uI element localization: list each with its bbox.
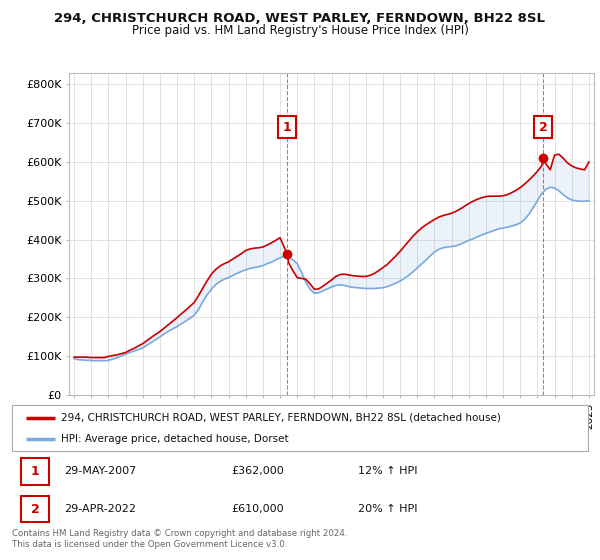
Text: 2: 2 [31,503,40,516]
FancyBboxPatch shape [12,405,588,451]
Text: 1: 1 [31,465,40,478]
Text: Contains HM Land Registry data © Crown copyright and database right 2024.: Contains HM Land Registry data © Crown c… [12,529,347,538]
Text: HPI: Average price, detached house, Dorset: HPI: Average price, detached house, Dors… [61,435,289,444]
Text: 1: 1 [283,120,292,134]
FancyBboxPatch shape [20,496,49,522]
Text: 29-APR-2022: 29-APR-2022 [64,504,136,514]
Text: 294, CHRISTCHURCH ROAD, WEST PARLEY, FERNDOWN, BH22 8SL: 294, CHRISTCHURCH ROAD, WEST PARLEY, FER… [55,12,545,25]
Text: £362,000: £362,000 [231,466,284,477]
Text: Price paid vs. HM Land Registry's House Price Index (HPI): Price paid vs. HM Land Registry's House … [131,24,469,37]
Text: 29-MAY-2007: 29-MAY-2007 [64,466,136,477]
Text: 12% ↑ HPI: 12% ↑ HPI [358,466,417,477]
FancyBboxPatch shape [20,458,49,484]
Text: £610,000: £610,000 [231,504,284,514]
Text: 294, CHRISTCHURCH ROAD, WEST PARLEY, FERNDOWN, BH22 8SL (detached house): 294, CHRISTCHURCH ROAD, WEST PARLEY, FER… [61,413,501,423]
Text: 20% ↑ HPI: 20% ↑ HPI [358,504,417,514]
Text: 2: 2 [539,120,547,134]
Text: This data is licensed under the Open Government Licence v3.0.: This data is licensed under the Open Gov… [12,540,287,549]
